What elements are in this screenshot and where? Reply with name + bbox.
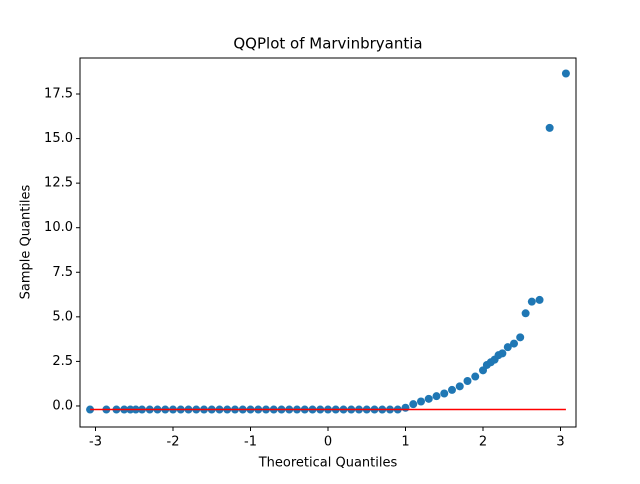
chart-title: QQPlot of Marvinbryantia — [233, 35, 422, 53]
point — [498, 349, 507, 358]
point — [510, 339, 518, 348]
y-tick-label: 0.0 — [52, 398, 73, 413]
y-axis-label: Sample Quantiles — [19, 184, 34, 299]
y-tick-label: 5.0 — [52, 309, 73, 324]
y-tick-label: 17.5 — [44, 87, 73, 102]
x-axis-label: Theoretical Quantiles — [258, 456, 398, 471]
point — [448, 385, 456, 394]
point — [527, 297, 536, 306]
plot-frame — [79, 57, 577, 428]
point — [440, 389, 449, 398]
point — [535, 295, 544, 304]
point — [516, 333, 525, 342]
x-tick-label: -2 — [167, 435, 180, 450]
x-tick-label: 2 — [479, 435, 487, 450]
point — [401, 403, 410, 412]
point — [424, 394, 433, 403]
y-tick-label: 2.5 — [52, 354, 73, 369]
point — [409, 400, 418, 409]
point — [463, 377, 472, 386]
point — [521, 309, 530, 318]
x-tick-label: -3 — [89, 435, 102, 450]
point — [432, 392, 441, 401]
point — [471, 372, 480, 381]
y-tick-label: 7.5 — [52, 265, 73, 280]
x-tick-label: 0 — [324, 435, 332, 450]
x-tick-label: -1 — [244, 435, 257, 450]
point — [417, 397, 425, 406]
y-tick-label: 10.0 — [44, 220, 73, 235]
point — [503, 343, 512, 352]
x-tick-label: 3 — [556, 435, 564, 450]
y-tick-label: 15.0 — [44, 131, 73, 146]
x-tick-label: 1 — [401, 435, 409, 450]
point — [561, 69, 570, 78]
point — [545, 123, 554, 132]
y-tick-label: 12.5 — [44, 176, 73, 191]
point — [455, 382, 464, 391]
